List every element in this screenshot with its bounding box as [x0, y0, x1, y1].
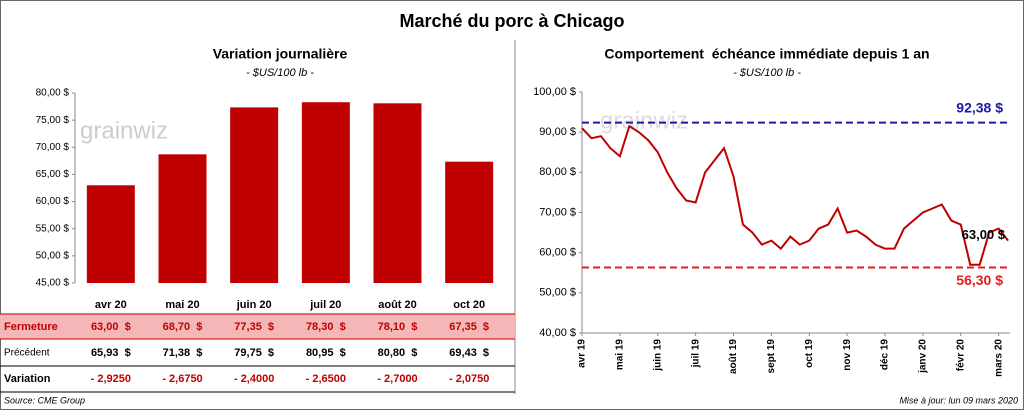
x-tick-label: juil 20 — [309, 299, 341, 311]
y-tick-label: 75,00 $ — [36, 115, 70, 126]
cell: - 2,0750 — [449, 373, 489, 385]
reference-label: 56,30 $ — [956, 272, 1003, 288]
bar — [86, 185, 135, 283]
cell: 78,30 $ — [306, 321, 346, 333]
x-tick-label: janv 20 — [918, 339, 929, 374]
cell: - 2,4000 — [234, 373, 274, 385]
row-highlight — [0, 314, 515, 339]
x-tick-label: nov 19 — [842, 339, 853, 371]
line-subtitle: - $US/100 lb - — [733, 67, 801, 79]
y-tick-label: 60,00 $ — [539, 247, 576, 259]
row-label: Variation — [4, 373, 51, 385]
x-tick-label: févr 20 — [955, 339, 966, 372]
bar — [158, 154, 207, 283]
cell: 79,75 $ — [234, 347, 274, 359]
row-label: Fermeture — [4, 321, 58, 333]
x-tick-label: avr 19 — [577, 339, 588, 368]
cell: 69,43 $ — [449, 347, 489, 359]
bar — [373, 103, 422, 283]
x-tick-label: juin 19 — [652, 339, 663, 372]
bar-title: Variation journalière — [213, 46, 348, 62]
cell: 68,70 $ — [163, 321, 203, 333]
x-tick-label: oct 19 — [804, 339, 815, 368]
cell: 77,35 $ — [234, 321, 274, 333]
y-tick-label: 45,00 $ — [36, 278, 70, 289]
cell: 67,35 $ — [449, 321, 489, 333]
y-tick-label: 80,00 $ — [539, 166, 576, 178]
y-tick-label: 100,00 $ — [533, 86, 576, 98]
cell: 71,38 $ — [163, 347, 203, 359]
cell: - 2,6500 — [306, 373, 346, 385]
y-tick-label: 90,00 $ — [539, 126, 576, 138]
cell: 80,95 $ — [306, 347, 346, 359]
watermark: grainwiz — [80, 117, 168, 144]
x-tick-label: déc 19 — [880, 339, 891, 371]
last-value-label: 63,00 $ — [962, 227, 1006, 242]
y-tick-label: 55,00 $ — [36, 223, 70, 234]
page-title: Marché du porc à Chicago — [399, 11, 624, 31]
x-tick-label: avr 20 — [95, 299, 127, 311]
cell: - 2,9250 — [91, 373, 131, 385]
bar — [445, 161, 494, 283]
x-tick-label: mai 20 — [165, 299, 199, 311]
x-tick-label: oct 20 — [453, 299, 485, 311]
y-tick-label: 50,00 $ — [539, 287, 576, 299]
bar — [301, 102, 350, 283]
cell: 63,00 $ — [91, 321, 131, 333]
x-tick-label: mars 20 — [993, 339, 1004, 377]
bar-subtitle: - $US/100 lb - — [246, 67, 314, 79]
y-tick-label: 40,00 $ — [539, 327, 576, 339]
x-tick-label: mai 19 — [615, 339, 626, 371]
y-tick-label: 70,00 $ — [539, 206, 576, 218]
source: Source: CME Group — [4, 395, 85, 405]
x-tick-label: août 20 — [378, 299, 417, 311]
cell: - 2,7000 — [377, 373, 417, 385]
row-label: Précédent — [4, 348, 50, 359]
x-tick-label: sept 19 — [766, 339, 777, 374]
price-line — [581, 124, 1009, 266]
line-title: Comportement échéance immédiate depuis 1… — [604, 46, 929, 62]
y-tick-label: 70,00 $ — [36, 142, 70, 153]
y-tick-label: 50,00 $ — [36, 250, 70, 261]
x-tick-label: juil 19 — [690, 339, 701, 369]
cell: 65,93 $ — [91, 347, 131, 359]
cell: 78,10 $ — [378, 321, 418, 333]
cell: - 2,6750 — [162, 373, 202, 385]
updated: Mise à jour: lun 09 mars 2020 — [899, 395, 1018, 405]
watermark: grainwiz — [600, 107, 688, 134]
y-tick-label: 60,00 $ — [36, 196, 70, 207]
x-tick-label: août 19 — [728, 339, 739, 374]
reference-label: 92,38 $ — [956, 99, 1003, 115]
y-tick-label: 65,00 $ — [36, 169, 70, 180]
y-tick-label: 80,00 $ — [36, 88, 70, 99]
cell: 80,80 $ — [378, 347, 418, 359]
bar — [230, 107, 279, 283]
x-tick-label: juin 20 — [236, 299, 272, 311]
